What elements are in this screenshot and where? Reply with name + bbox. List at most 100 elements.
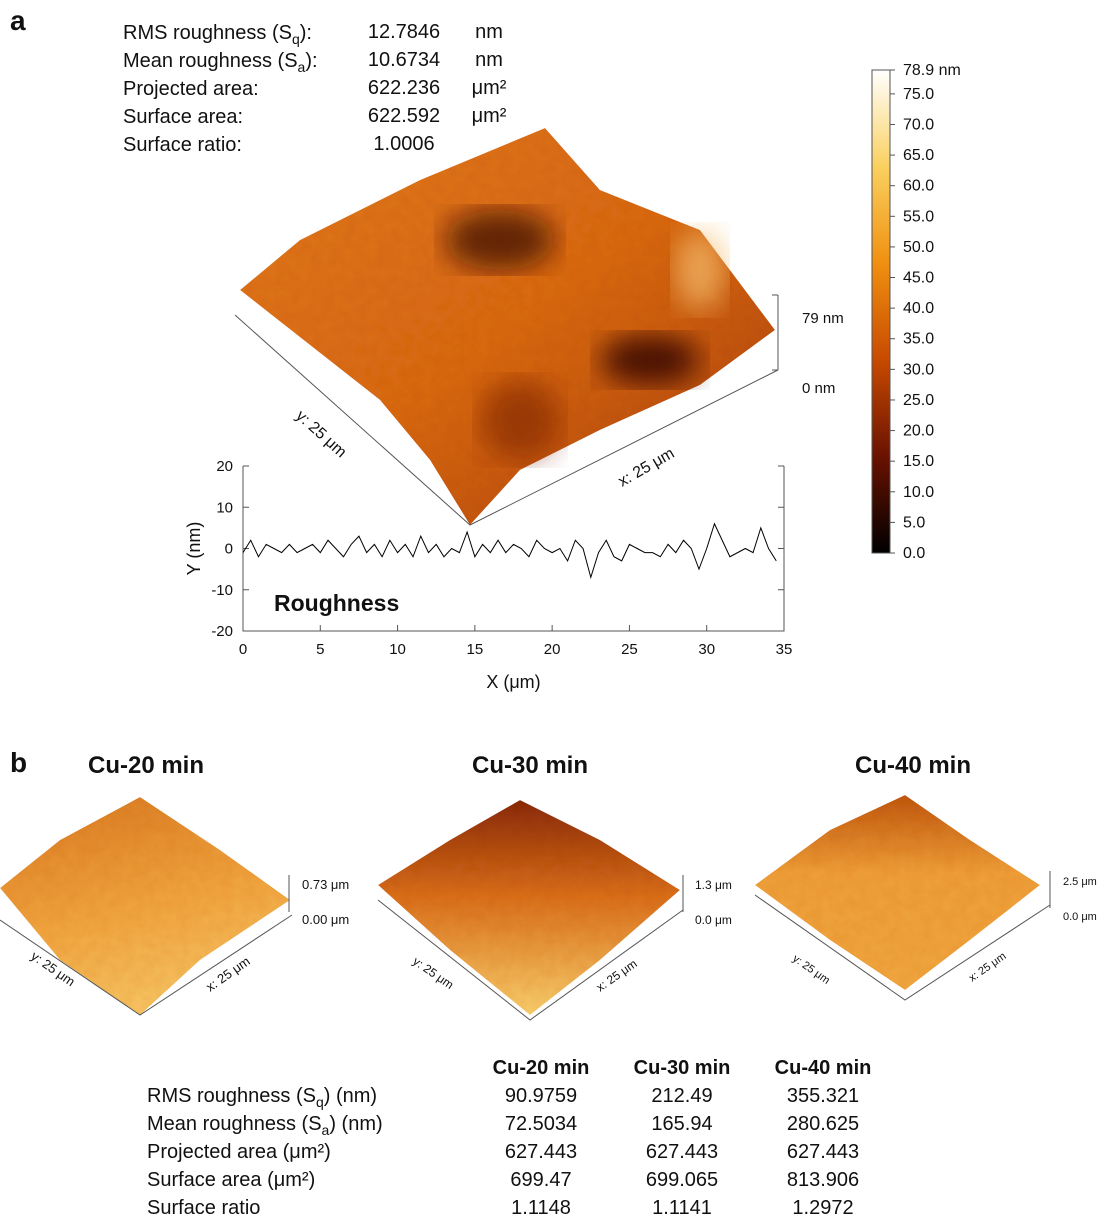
table-cell: 699.065 xyxy=(646,1169,718,1191)
colorbar-tick-label: 35.0 xyxy=(903,331,934,348)
x-tick-label: 20 xyxy=(544,641,561,658)
z-bottom-label: 0.0 μm xyxy=(1063,911,1097,923)
table-header: Cu-40 min xyxy=(775,1057,872,1079)
table-cell: 699.47 xyxy=(510,1169,571,1191)
surface-3d xyxy=(235,128,778,525)
figure: aRMS roughness (Sq):12.7846nmMean roughn… xyxy=(0,0,1101,1216)
y-tick-label: -10 xyxy=(211,582,233,599)
table-cell: 627.443 xyxy=(787,1141,859,1163)
table-cell: 212.49 xyxy=(651,1085,712,1107)
table-header: Cu-20 min xyxy=(493,1057,590,1079)
y-tick-label: 0 xyxy=(225,541,233,558)
row-label: Surface ratio xyxy=(147,1197,260,1216)
x-tick-label: 30 xyxy=(698,641,715,658)
label-text: Projected area (μm²) xyxy=(147,1141,331,1163)
table-cell: 280.625 xyxy=(787,1113,859,1135)
panel-label: b xyxy=(10,747,27,778)
colorbar-tick-label: 50.0 xyxy=(903,239,934,256)
profile-line xyxy=(243,524,776,578)
table-cell: 1.1148 xyxy=(511,1197,571,1216)
colorbar-tick-label: 55.0 xyxy=(903,208,934,225)
label-text: Surface ratio xyxy=(147,1197,260,1216)
stat-unit: μm² xyxy=(472,105,507,127)
stat-label: Surface ratio: xyxy=(123,134,242,156)
table-cell: 627.443 xyxy=(505,1141,577,1163)
z-bottom-label: 0 nm xyxy=(802,380,835,397)
y-tick-label: -20 xyxy=(211,623,233,640)
colorbar-tick-label: 15.0 xyxy=(903,453,934,470)
y-axis-label: y: 25 μm xyxy=(410,954,456,992)
z-top-label: 0.73 μm xyxy=(302,877,349,892)
y-axis-title: Y (nm) xyxy=(184,522,204,576)
x-axis-title: X (μm) xyxy=(486,672,540,692)
table-cell: 355.321 xyxy=(787,1085,859,1107)
table-cell: 165.94 xyxy=(651,1113,712,1135)
stat-label: Surface area: xyxy=(123,106,243,128)
colorbar-tick-label: 30.0 xyxy=(903,361,934,378)
label-text: Surface area (μm²) xyxy=(147,1169,315,1191)
x-tick-label: 5 xyxy=(316,641,324,658)
label-text: ): xyxy=(300,22,312,44)
surface-3d xyxy=(0,797,290,1015)
z-top-label: 79 nm xyxy=(802,310,844,327)
table-header: Cu-30 min xyxy=(634,1057,731,1079)
stat-unit: μm² xyxy=(472,77,507,99)
stat-value: 622.592 xyxy=(368,105,440,127)
subscript: a xyxy=(298,59,306,75)
y-axis-label: y: 25 μm xyxy=(292,407,349,461)
row-label: Surface area (μm²) xyxy=(147,1169,315,1191)
table-cell: 627.443 xyxy=(646,1141,718,1163)
label-text: Surface area: xyxy=(123,106,243,128)
stat-value: 12.7846 xyxy=(368,21,440,43)
stat-label: Mean roughness (Sa): xyxy=(123,50,318,75)
z-top-label: 2.5 μm xyxy=(1063,876,1097,888)
row-label: Projected area (μm²) xyxy=(147,1141,331,1163)
table-cell: 1.2972 xyxy=(792,1197,853,1216)
z-bottom-label: 0.00 μm xyxy=(302,912,349,927)
label-text: ) (nm) xyxy=(329,1113,382,1135)
stat-label: RMS roughness (Sq): xyxy=(123,22,312,47)
colorbar-tick-label: 25.0 xyxy=(903,392,934,409)
label-text: ): xyxy=(305,50,317,72)
z-top-label: 1.3 μm xyxy=(695,878,732,892)
colorbar-tick-label: 70.0 xyxy=(903,116,934,133)
x-tick-label: 35 xyxy=(776,641,793,658)
colorbar xyxy=(872,70,890,553)
subscript: a xyxy=(322,1122,330,1138)
surface-3d xyxy=(378,800,680,1015)
colorbar-tick-label: 60.0 xyxy=(903,178,934,195)
label-text: Mean roughness (S xyxy=(147,1113,322,1135)
stat-unit: nm xyxy=(475,49,503,71)
colorbar-tick-label: 5.0 xyxy=(903,514,925,531)
x-axis-label: x: 25 μm xyxy=(203,953,253,994)
stat-value: 1.0006 xyxy=(373,133,434,155)
label-text: ) (nm) xyxy=(324,1085,377,1107)
table-cell: 813.906 xyxy=(787,1169,859,1191)
z-bottom-label: 0.0 μm xyxy=(695,913,732,927)
stat-unit: nm xyxy=(475,21,503,43)
stat-value: 10.6734 xyxy=(368,49,440,71)
subscript: q xyxy=(316,1094,324,1110)
image-title: Cu-30 min xyxy=(472,752,588,779)
y-axis-label: y: 25 μm xyxy=(790,953,832,987)
label-text: RMS roughness (S xyxy=(147,1085,316,1107)
stat-label: Projected area: xyxy=(123,78,259,100)
panel-label: a xyxy=(10,5,26,36)
x-axis-label: x: 25 μm xyxy=(616,445,678,491)
colorbar-tick-label: 40.0 xyxy=(903,300,934,317)
x-axis-label: x: 25 μm xyxy=(594,956,640,994)
table-cell: 1.1141 xyxy=(652,1197,712,1216)
colorbar-tick-label: 45.0 xyxy=(903,270,934,287)
x-tick-label: 15 xyxy=(467,641,484,658)
image-title: Cu-20 min xyxy=(88,752,204,779)
label-text: RMS roughness (S xyxy=(123,22,292,44)
colorbar-tick-label: 65.0 xyxy=(903,147,934,164)
annotation: Roughness xyxy=(274,590,399,616)
x-tick-label: 10 xyxy=(389,641,406,658)
y-tick-label: 10 xyxy=(216,499,233,516)
colorbar-tick-label: 75.0 xyxy=(903,86,934,103)
x-tick-label: 25 xyxy=(621,641,638,658)
label-text: Surface ratio: xyxy=(123,134,242,156)
row-label: Mean roughness (Sa) (nm) xyxy=(147,1113,383,1138)
x-tick-label: 0 xyxy=(239,641,247,658)
